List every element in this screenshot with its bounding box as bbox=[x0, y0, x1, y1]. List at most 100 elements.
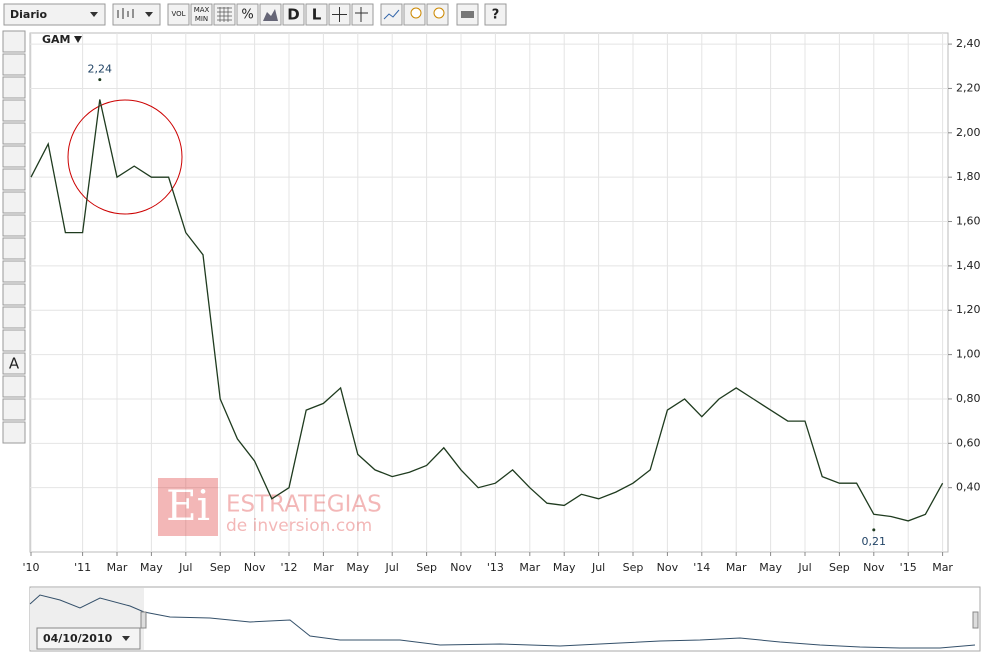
area-icon bbox=[263, 9, 278, 21]
y-tick-label: 0,40 bbox=[956, 481, 981, 494]
x-tick-label: May bbox=[553, 561, 576, 574]
watermark-logo: Ei bbox=[166, 481, 210, 530]
extreme-marker bbox=[872, 528, 876, 532]
button-label: VOL bbox=[171, 10, 185, 18]
cross-icon bbox=[355, 7, 368, 22]
x-tick-label: Nov bbox=[450, 561, 472, 574]
l-button[interactable] bbox=[305, 3, 328, 26]
button-label: L bbox=[312, 6, 322, 24]
tool-button[interactable] bbox=[2, 260, 26, 283]
x-tick-label: Sep bbox=[416, 561, 437, 574]
circle-drawing bbox=[67, 99, 183, 215]
y-tick-label: 2,00 bbox=[956, 126, 981, 139]
button-label: % bbox=[241, 8, 253, 23]
navigator-line bbox=[29, 594, 976, 649]
tool-button[interactable] bbox=[2, 99, 26, 122]
y-tick-label: 0,80 bbox=[956, 392, 981, 405]
watermark-line1: ESTRATEGIAS bbox=[226, 492, 382, 518]
x-tick-label: '12 bbox=[280, 561, 297, 574]
x-tick-label: '13 bbox=[487, 561, 504, 574]
button-label: MAX bbox=[194, 6, 210, 14]
x-tick-label: Mar bbox=[932, 561, 953, 574]
percent-button[interactable] bbox=[236, 3, 259, 26]
y-tick-label: 1,20 bbox=[956, 303, 981, 316]
extreme-label: 2,24 bbox=[88, 63, 113, 76]
y-tick-label: 2,40 bbox=[956, 37, 981, 50]
tool-button[interactable] bbox=[2, 306, 26, 329]
dropdown-arrow bbox=[122, 636, 130, 641]
navigator-frame bbox=[29, 586, 981, 652]
tool-button[interactable] bbox=[2, 30, 26, 53]
button-label: ? bbox=[492, 8, 500, 23]
print-icon bbox=[461, 11, 474, 18]
x-tick-label: Nov bbox=[863, 561, 885, 574]
zoom-icon bbox=[433, 7, 445, 19]
tool-button[interactable] bbox=[2, 237, 26, 260]
x-tick-label: Mar bbox=[107, 561, 128, 574]
y-tick-label: 1,60 bbox=[956, 215, 981, 228]
chart-type-select[interactable] bbox=[112, 3, 161, 26]
plot: 2,24 0,21 bbox=[30, 63, 944, 548]
tool-button[interactable] bbox=[2, 283, 26, 306]
x-tick-label: May bbox=[346, 561, 369, 574]
x-tick-label: Nov bbox=[657, 561, 679, 574]
tool-button[interactable] bbox=[2, 214, 26, 237]
watermark-line2: de inversion.com bbox=[226, 516, 372, 536]
navigator-handle[interactable] bbox=[972, 611, 979, 629]
button-label: MIN bbox=[195, 15, 208, 23]
navigator: 04/10/2010 bbox=[29, 586, 981, 652]
y-tick-label: 1,80 bbox=[956, 170, 981, 183]
tool-button[interactable] bbox=[2, 145, 26, 168]
dropdown-arrow bbox=[145, 12, 153, 17]
vol-button[interactable] bbox=[167, 3, 190, 26]
watermark: Ei ESTRATEGIAS de inversion.com bbox=[158, 478, 382, 536]
cross-icon bbox=[332, 7, 347, 22]
maxmin-button[interactable] bbox=[190, 3, 213, 26]
x-tick-label: Sep bbox=[210, 561, 231, 574]
x-tick-label: May bbox=[759, 561, 782, 574]
grid: 0,40 0,60 0,80 1,00 1,20 1,40 1,60 1,80 2,00 2,20… bbox=[22, 33, 981, 574]
extreme-label: 0,21 bbox=[862, 535, 887, 548]
tool-button[interactable] bbox=[2, 398, 26, 421]
line-icon bbox=[383, 9, 400, 20]
x-tick-label: '11 bbox=[74, 561, 91, 574]
d-button[interactable] bbox=[282, 3, 305, 26]
x-tick-label: May bbox=[140, 561, 163, 574]
crosshair-l-button[interactable] bbox=[351, 3, 374, 26]
zoom-icon bbox=[410, 7, 422, 19]
help-button[interactable] bbox=[484, 3, 507, 26]
navigator-handle[interactable] bbox=[140, 611, 147, 629]
price-line bbox=[30, 99, 944, 522]
chart-title: GAM bbox=[42, 33, 71, 46]
x-tick-label: Jul bbox=[178, 561, 192, 574]
period-select[interactable] bbox=[3, 3, 106, 26]
x-tick-label: '15 bbox=[900, 561, 917, 574]
tool-button[interactable] bbox=[2, 352, 26, 375]
start-date-box[interactable] bbox=[36, 627, 141, 650]
grid-button[interactable] bbox=[213, 3, 236, 26]
tool-button[interactable] bbox=[2, 168, 26, 191]
left-toolbar: A bbox=[2, 30, 26, 444]
x-tick-label: Jul bbox=[797, 561, 811, 574]
y-tick-label: 1,40 bbox=[956, 259, 981, 272]
tool-button[interactable] bbox=[2, 122, 26, 145]
extreme-marker bbox=[98, 78, 102, 82]
tool-button[interactable] bbox=[2, 375, 26, 398]
tool-button[interactable] bbox=[2, 329, 26, 352]
x-tick-label: '10 bbox=[22, 561, 39, 574]
tool-button[interactable] bbox=[2, 53, 26, 76]
plot-frame bbox=[29, 32, 949, 553]
x-tick-label: Nov bbox=[244, 561, 266, 574]
x-tick-label: Jul bbox=[385, 561, 399, 574]
title-dropdown bbox=[74, 36, 82, 43]
area-button[interactable] bbox=[259, 3, 282, 26]
x-tick-label: Sep bbox=[829, 561, 850, 574]
tool-button[interactable] bbox=[2, 76, 26, 99]
dropdown-arrow bbox=[90, 12, 98, 17]
button-label: D bbox=[287, 6, 299, 24]
tool-button[interactable] bbox=[2, 421, 26, 444]
start-date: 04/10/2010 bbox=[43, 632, 113, 645]
draw-button[interactable] bbox=[380, 3, 403, 26]
tool-button[interactable] bbox=[2, 191, 26, 214]
